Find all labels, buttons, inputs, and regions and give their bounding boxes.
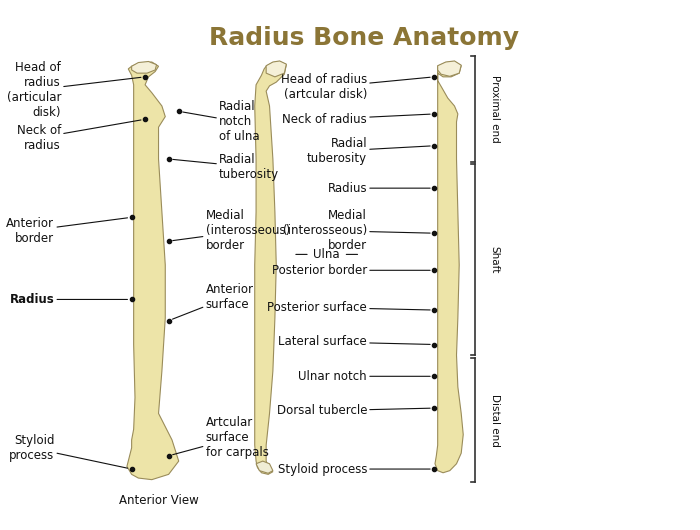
Text: Radius: Radius (328, 182, 430, 195)
Text: Proximal end: Proximal end (490, 75, 500, 143)
Text: Anterior
border: Anterior border (6, 217, 127, 244)
Text: Styloid
process: Styloid process (9, 434, 127, 468)
Text: Shaft: Shaft (490, 246, 500, 273)
Text: Artcular
surface
for carpals: Artcular surface for carpals (173, 416, 269, 459)
Text: Dorsal tubercle: Dorsal tubercle (276, 404, 430, 417)
Text: Neck of
radius: Neck of radius (17, 120, 141, 152)
Polygon shape (435, 61, 463, 473)
Text: Distal end: Distal end (490, 394, 500, 446)
Text: Anterior View: Anterior View (119, 494, 198, 507)
Text: Radial
tuberosity: Radial tuberosity (307, 137, 430, 165)
Polygon shape (127, 62, 178, 480)
Text: Ulnar notch: Ulnar notch (298, 370, 430, 383)
Text: Styloid process: Styloid process (278, 463, 430, 475)
Text: Posterior border: Posterior border (272, 264, 430, 277)
Polygon shape (266, 61, 286, 77)
Text: Anterior
surface: Anterior surface (172, 283, 253, 319)
Text: Head of
radius
(articular
disk): Head of radius (articular disk) (6, 61, 141, 119)
Text: Ulna: Ulna (314, 248, 340, 261)
Text: Radial
notch
of ulna: Radial notch of ulna (183, 100, 260, 144)
Polygon shape (132, 61, 157, 73)
Text: Medial
(interosseous)
border: Medial (interosseous) border (173, 209, 290, 252)
Text: Lateral surface: Lateral surface (279, 335, 430, 348)
Text: Radius: Radius (10, 293, 127, 306)
Text: Neck of radius: Neck of radius (282, 113, 430, 126)
Polygon shape (256, 461, 273, 473)
Polygon shape (438, 61, 461, 76)
Text: Medial
(interosseous)
border: Medial (interosseous) border (283, 209, 430, 252)
Text: Radius Bone Anatomy: Radius Bone Anatomy (209, 26, 519, 50)
Text: Posterior surface: Posterior surface (267, 301, 430, 314)
Polygon shape (255, 61, 286, 474)
Text: Head of radius
(artcular disk): Head of radius (artcular disk) (281, 74, 430, 101)
Text: Radial
tuberosity: Radial tuberosity (173, 153, 279, 181)
